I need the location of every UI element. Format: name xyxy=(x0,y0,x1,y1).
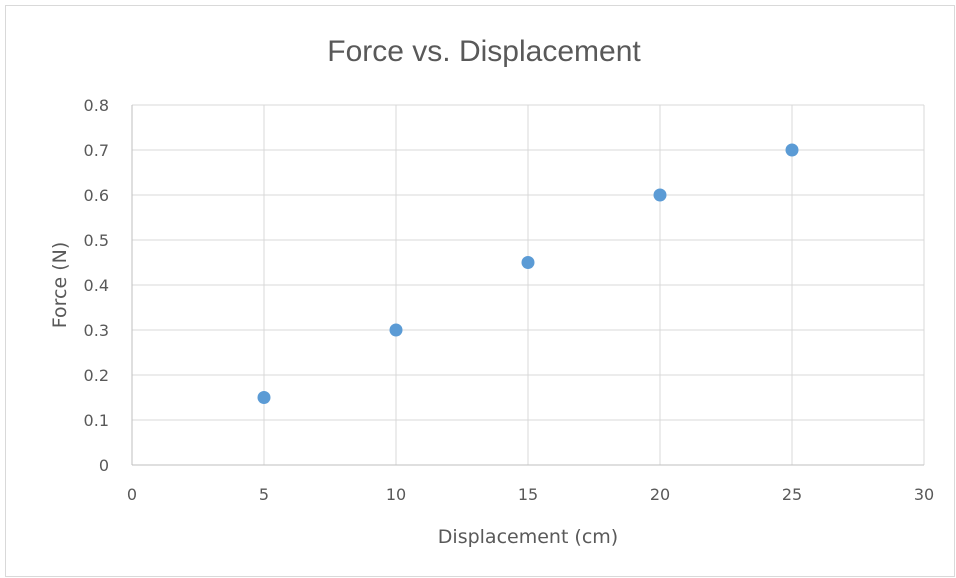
x-tick-label: 30 xyxy=(914,485,934,504)
x-tick-label: 0 xyxy=(127,485,137,504)
chart-area xyxy=(5,5,955,577)
gridlines xyxy=(132,104,925,465)
data-point xyxy=(653,188,667,202)
x-tick-label: 5 xyxy=(259,485,269,504)
y-tick-label: 0.8 xyxy=(84,96,109,115)
y-axis-title: Force (N) xyxy=(49,242,71,328)
y-tick-label: 0.2 xyxy=(84,366,109,385)
x-tick-label: 25 xyxy=(782,485,802,504)
x-tick-label: 20 xyxy=(650,485,670,504)
x-axis-title: Displacement (cm) xyxy=(438,526,618,548)
data-point xyxy=(521,256,535,269)
y-tick-label: 0.3 xyxy=(84,321,109,340)
data-point xyxy=(785,143,799,157)
axes xyxy=(131,105,924,466)
y-tick-label: 0 xyxy=(99,456,109,475)
x-tick-label: 10 xyxy=(386,485,406,504)
data-point xyxy=(389,323,403,337)
y-tick-label: 0.1 xyxy=(84,411,109,430)
chart-title: Force vs. Displacement xyxy=(327,35,641,68)
data-point xyxy=(257,391,271,404)
y-tick-label: 0.4 xyxy=(84,276,109,295)
x-axis-tick-labels: 0 5 10 15 20 25 30 xyxy=(127,485,934,504)
x-tick-label: 15 xyxy=(518,485,538,504)
y-tick-label: 0.7 xyxy=(84,141,109,160)
y-tick-label: 0.6 xyxy=(84,186,109,205)
y-tick-label: 0.5 xyxy=(84,231,109,250)
data-points xyxy=(257,143,799,404)
y-axis-tick-labels: 0 0.1 0.2 0.3 0.4 0.5 0.6 0.7 0.8 xyxy=(84,96,109,475)
